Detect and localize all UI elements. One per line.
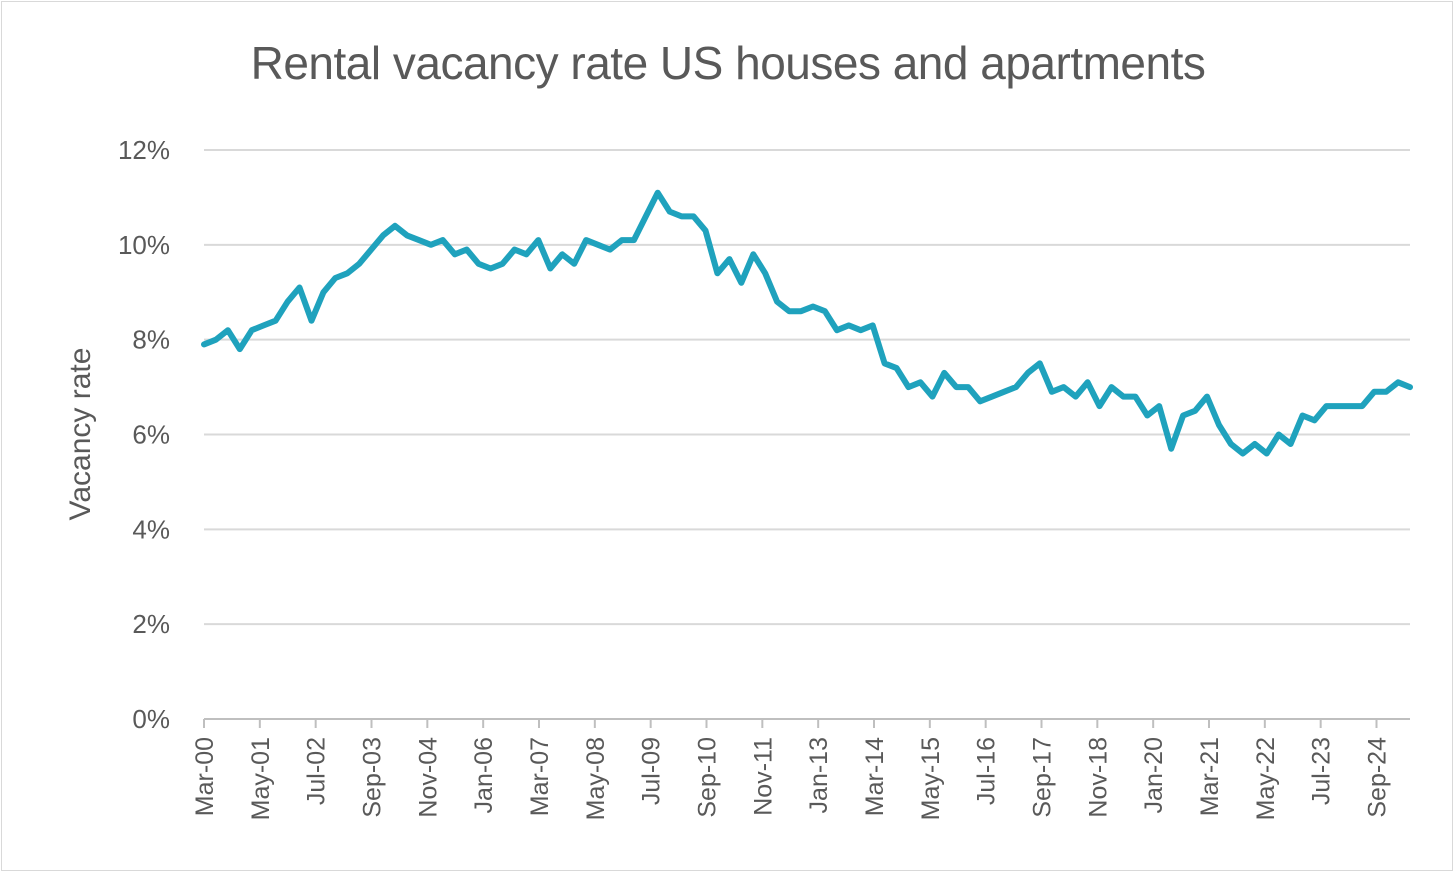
x-tick-label: Jan-06 (470, 737, 498, 813)
x-tick-label: Sep-03 (359, 737, 387, 818)
x-tick-label: Jan-20 (1140, 737, 1168, 813)
y-tick-label: 2% (132, 609, 170, 639)
x-tick-label: Mar-21 (1196, 737, 1224, 816)
gridlines (204, 149, 1410, 626)
x-tick-label: Mar-14 (861, 737, 889, 816)
y-tick-label: 4% (132, 514, 170, 544)
x-tick-label: May-22 (1252, 737, 1280, 820)
x-tick-label: Jul-02 (303, 737, 331, 805)
x-tick-label: Sep-24 (1364, 737, 1392, 818)
y-tick-label: 6% (132, 420, 170, 450)
x-tick-label: Jan-13 (805, 737, 833, 813)
x-tick-label: Jul-09 (638, 737, 666, 805)
x-tick-label: Sep-17 (1029, 737, 1057, 818)
y-axis-label: Vacancy rate (64, 348, 97, 521)
x-tick-label: Mar-07 (526, 737, 554, 816)
x-tick-label: Jul-23 (1308, 737, 1336, 805)
y-tick-label: 8% (132, 325, 170, 355)
y-tick-label: 12% (118, 135, 170, 165)
y-axis-ticks: 0% 2% 4% 6% 8% 10% 12% (118, 135, 170, 734)
x-tick-label: Mar-00 (191, 737, 219, 816)
x-tick-label: May-01 (247, 737, 275, 820)
y-tick-label: 10% (118, 230, 170, 260)
x-axis-ticks: Mar-00 May-01 Jul-02 Sep-03 Nov-04 Jan-06 Mar-… (191, 719, 1392, 820)
x-tick-label: Sep-10 (694, 737, 722, 818)
chart-title: Rental vacancy rate US houses and apartm… (250, 37, 1206, 89)
x-tick-label: Jul-16 (973, 737, 1001, 805)
x-tick-label: May-15 (917, 737, 945, 820)
x-tick-label: Nov-11 (749, 737, 777, 816)
x-tick-label: Nov-04 (414, 737, 442, 818)
x-tick-label: May-08 (582, 737, 610, 820)
series-line-vacancy-rate (201, 189, 1413, 457)
x-tick-label: Nov-18 (1084, 737, 1112, 818)
y-tick-label: 0% (132, 704, 170, 734)
